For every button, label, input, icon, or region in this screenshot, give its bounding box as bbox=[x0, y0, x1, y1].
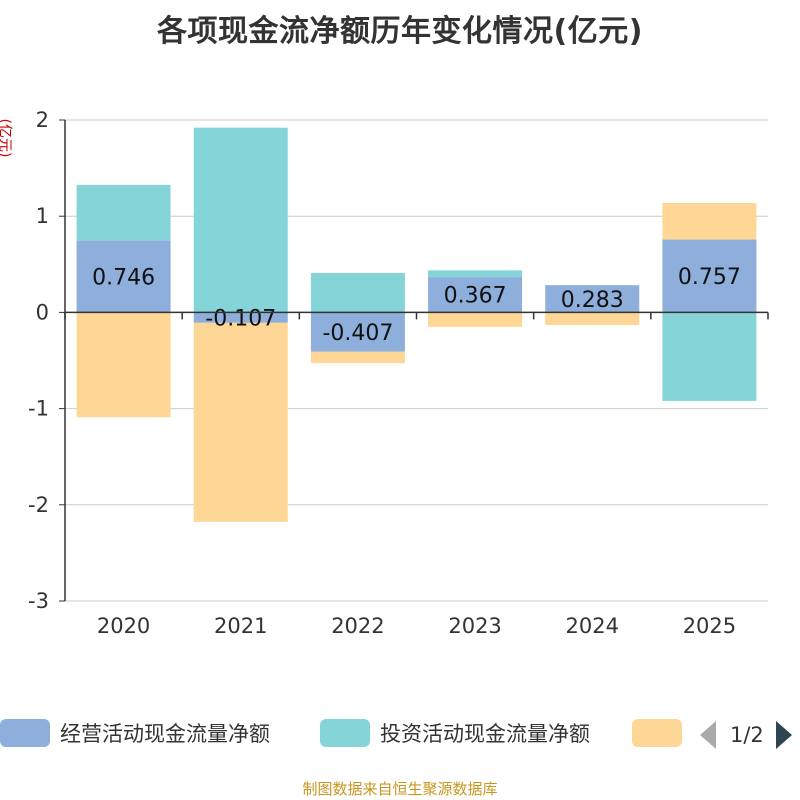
x-tick-label: 2022 bbox=[331, 614, 384, 638]
legend-label-operating: 经营活动现金流量净额 bbox=[60, 722, 270, 746]
legend-next-page-icon[interactable] bbox=[775, 721, 792, 749]
bar-operating-2022 bbox=[310, 312, 405, 352]
legend-item-operating[interactable]: 经营活动现金流量净额 bbox=[0, 718, 270, 748]
bar-financing-2022 bbox=[310, 351, 405, 364]
x-tick-label: 2024 bbox=[566, 614, 619, 638]
legend-swatch-financing bbox=[632, 719, 682, 747]
bar-value-label-2020: 0.746 bbox=[92, 266, 155, 291]
legend-prev-page-icon[interactable] bbox=[700, 721, 716, 749]
bar-operating-2025 bbox=[662, 239, 757, 313]
bar-financing-2021 bbox=[193, 322, 288, 522]
bar-operating-2023 bbox=[428, 277, 523, 313]
bar-financing-2020 bbox=[76, 312, 171, 418]
legend-item-financing[interactable] bbox=[632, 718, 692, 748]
bar-investing-2025 bbox=[662, 312, 757, 401]
legend-pager: 1/2 bbox=[700, 720, 792, 750]
x-tick-label: 2025 bbox=[683, 614, 736, 638]
bar-financing-2024 bbox=[545, 312, 640, 325]
y-tick-label: 0 bbox=[36, 300, 49, 324]
bar-investing-2023 bbox=[428, 270, 523, 278]
bar-financing-2025 bbox=[662, 203, 757, 240]
y-tick-label: -3 bbox=[28, 589, 49, 613]
bar-investing-2020 bbox=[76, 184, 171, 241]
bar-value-label-2021: -0.107 bbox=[205, 307, 276, 332]
legend-item-investing[interactable]: 投资活动现金流量净额 bbox=[320, 718, 590, 748]
bar-value-label-2022: -0.407 bbox=[322, 321, 393, 346]
x-tick-label: 2020 bbox=[97, 614, 150, 638]
bar-operating-2021 bbox=[193, 312, 288, 323]
legend-label-investing: 投资活动现金流量净额 bbox=[380, 722, 590, 746]
bar-financing-2023 bbox=[428, 312, 523, 327]
bar-value-label-2025: 0.757 bbox=[678, 265, 741, 290]
bar-investing-2021 bbox=[193, 127, 288, 313]
bar-operating-2024 bbox=[545, 285, 640, 313]
y-tick-label: -1 bbox=[28, 397, 49, 421]
x-tick-label: 2021 bbox=[214, 614, 267, 638]
bar-investing-2022 bbox=[310, 272, 405, 313]
x-tick-label: 2023 bbox=[448, 614, 501, 638]
legend-page-indicator: 1/2 bbox=[730, 723, 764, 747]
data-source-note: 制图数据来自恒生聚源数据库 bbox=[302, 780, 498, 798]
y-tick-label: 2 bbox=[36, 108, 49, 132]
bar-value-label-2023: 0.367 bbox=[444, 284, 507, 309]
y-tick-label: 1 bbox=[36, 204, 49, 228]
legend-swatch-operating bbox=[0, 719, 50, 747]
bar-value-label-2024: 0.283 bbox=[561, 288, 624, 313]
chart-canvas: 2 1 0 -1 -2 -3 0.746 -0.107 -0.407 0.367 0.283 0.75… bbox=[28, 108, 769, 638]
legend: 经营活动现金流量净额 投资活动现金流量净额 1/2 bbox=[0, 712, 800, 756]
chart-title: 各项现金流净额历年变化情况(亿元) bbox=[157, 14, 643, 49]
y-tick-label: -2 bbox=[28, 493, 49, 517]
legend-swatch-investing bbox=[320, 719, 370, 747]
bar-operating-2020 bbox=[76, 240, 171, 313]
